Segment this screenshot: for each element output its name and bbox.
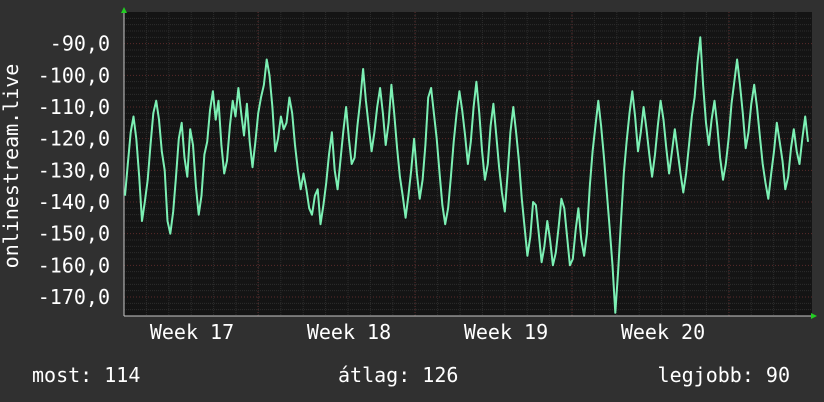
y-axis-label: onlinestream.live — [0, 64, 23, 269]
y-tick-label: -90,0 — [50, 32, 110, 56]
x-tick-labels: Week 17 Week 18 Week 19 Week 20 — [150, 320, 705, 344]
y-tick-label: -100,0 — [38, 63, 110, 87]
grid-lines — [124, 12, 812, 317]
y-axis-arrow — [121, 7, 127, 13]
x-tick-label: Week 18 — [307, 320, 391, 344]
series-line — [124, 36, 809, 314]
axes — [121, 7, 817, 319]
average-value-stat: átlag: 126 — [338, 363, 458, 387]
y-tick-label: -150,0 — [38, 222, 110, 246]
y-tick-label: -160,0 — [38, 253, 110, 277]
y-tick-label: -130,0 — [38, 158, 110, 182]
best-value-stat: legjobb: 90 — [658, 363, 790, 387]
x-tick-label: Week 19 — [464, 320, 548, 344]
y-tick-labels: -90,0 -100,0 -110,0 -120,0 -130,0 -140,0 -150,… — [38, 32, 110, 309]
x-tick-label: Week 17 — [150, 320, 234, 344]
x-tick-label: Week 20 — [621, 320, 705, 344]
y-tick-label: -170,0 — [38, 285, 110, 309]
y-tick-label: -110,0 — [38, 95, 110, 119]
y-tick-label: -120,0 — [38, 127, 110, 151]
x-axis-arrow — [811, 313, 817, 319]
y-tick-label: -140,0 — [38, 190, 110, 214]
current-value-stat: most: 114 — [32, 363, 140, 387]
